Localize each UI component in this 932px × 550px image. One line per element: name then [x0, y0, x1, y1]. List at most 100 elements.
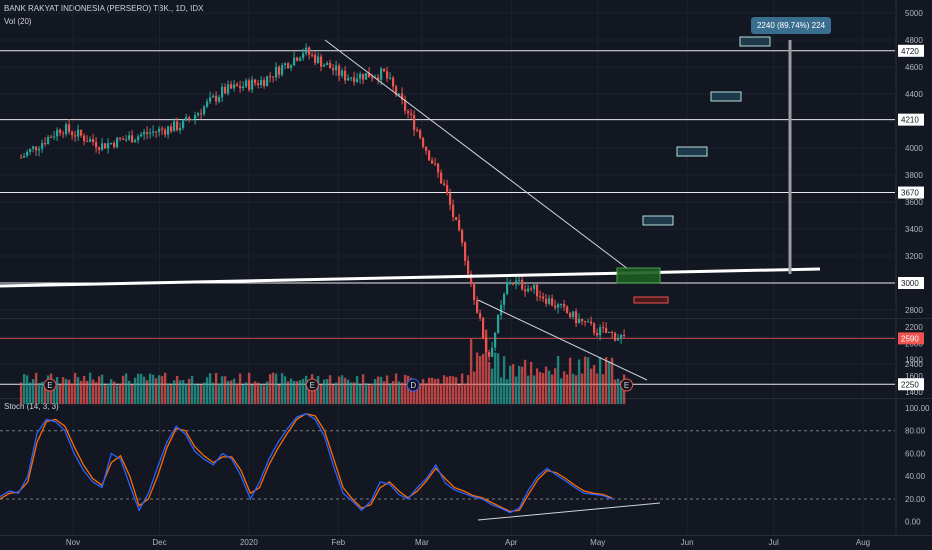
price-tag-label: 2590: [901, 334, 919, 343]
candle-body: [143, 132, 146, 135]
price-tag: [898, 332, 924, 345]
candle-body: [65, 124, 68, 134]
candle-body: [371, 77, 374, 79]
volume-bar: [172, 380, 176, 405]
event-marker-label: D: [410, 381, 416, 390]
time-tick-label: Feb: [331, 538, 345, 547]
volume-bar: [460, 373, 464, 405]
volume-bar: [598, 357, 602, 405]
volume-bar: [235, 383, 239, 405]
volume-bar: [160, 376, 164, 405]
candle-body: [578, 318, 581, 324]
dividend-marker-icon: [406, 378, 420, 392]
candle-body: [587, 321, 590, 323]
volume-bar: [439, 383, 443, 405]
volume-bar: [505, 379, 509, 405]
volume-bar: [145, 380, 149, 405]
candle-body: [41, 142, 44, 149]
time-axis[interactable]: Nov Dec 2020 Feb Mar Apr May Jun Jul Aug: [66, 538, 870, 547]
volume-bar: [388, 383, 392, 405]
earnings-marker-icon: [305, 378, 319, 392]
volume-bar: [478, 356, 482, 405]
volume-bar: [415, 383, 419, 405]
candle-body: [215, 95, 218, 102]
candle-body: [545, 298, 548, 304]
candle-body: [509, 282, 512, 284]
volume-bar: [364, 383, 368, 405]
candle-body: [134, 140, 137, 143]
candle-body: [242, 86, 245, 89]
volume-bar: [25, 375, 29, 405]
volume-bar: [289, 378, 293, 405]
volume-bar: [586, 357, 590, 405]
price-tick-label: 2800: [905, 306, 923, 315]
volume-bar: [328, 375, 332, 405]
candle-body: [479, 312, 482, 318]
volume-bar: [202, 382, 206, 405]
volume-bar: [154, 378, 158, 405]
candle-body: [419, 130, 422, 138]
volume-bar: [238, 373, 242, 405]
volume-bar: [199, 385, 203, 405]
price-axis[interactable]: 2400260028003000320034003600380040004200…: [905, 9, 930, 527]
volume-bar: [520, 366, 524, 405]
candle-body: [611, 331, 614, 334]
candle-body: [530, 288, 533, 290]
candle-body: [221, 86, 224, 98]
candle-body: [599, 327, 602, 336]
candle-body: [623, 334, 626, 336]
candle-body: [197, 113, 200, 116]
candle-body: [488, 352, 491, 357]
candle-body: [113, 142, 116, 148]
volume-bar: [493, 352, 497, 405]
candle-body: [62, 133, 65, 135]
candle-body: [575, 311, 578, 324]
volume-bar: [430, 377, 434, 405]
candle-body: [257, 83, 260, 86]
candle-body: [380, 68, 383, 80]
candle-body: [365, 73, 368, 80]
volume-bar: [358, 384, 362, 405]
candle-body: [251, 79, 254, 90]
volume-bar: [577, 359, 581, 405]
candle-body: [281, 65, 284, 75]
volume-bar: [397, 381, 401, 405]
candle-body: [359, 73, 362, 79]
price-tag-label: 4720: [901, 47, 919, 56]
support-trendline: [0, 267, 821, 288]
candle-body: [422, 137, 425, 147]
candle-body: [440, 172, 443, 184]
candle-body: [569, 313, 572, 317]
volume-bar: [580, 373, 584, 405]
stoch-tick-label: 0.00: [905, 518, 921, 527]
candle-body: [290, 65, 293, 69]
candle-body: [527, 288, 530, 292]
volume-bar: [535, 368, 539, 405]
volume-bar: [151, 374, 155, 405]
candle-body: [434, 163, 437, 165]
candle-body: [311, 54, 314, 56]
volume-bar: [538, 372, 542, 405]
candle-body: [407, 110, 410, 114]
candle-body: [284, 63, 287, 66]
candle-body: [98, 147, 101, 150]
volume-bar: [19, 382, 23, 405]
volume-bar: [376, 376, 380, 405]
earnings-marker-icon: [43, 378, 57, 392]
volume-bar: [205, 377, 209, 405]
volume-bar: [82, 375, 86, 405]
volume-bar: [259, 384, 263, 405]
volume-tick-label: 1400: [905, 388, 923, 397]
candle-body: [377, 77, 380, 80]
volume-bar: [436, 378, 440, 405]
volume-bar: [613, 379, 617, 405]
stoch-k-line: [0, 412, 613, 514]
candle-body: [188, 117, 191, 120]
drawings[interactable]: 2240 (89.74%) 224: [0, 17, 831, 521]
candle-body: [263, 80, 266, 86]
candle-body: [473, 282, 476, 301]
candle-body: [203, 106, 206, 115]
candle-body: [299, 58, 302, 61]
time-tick-label: Jun: [681, 538, 694, 547]
